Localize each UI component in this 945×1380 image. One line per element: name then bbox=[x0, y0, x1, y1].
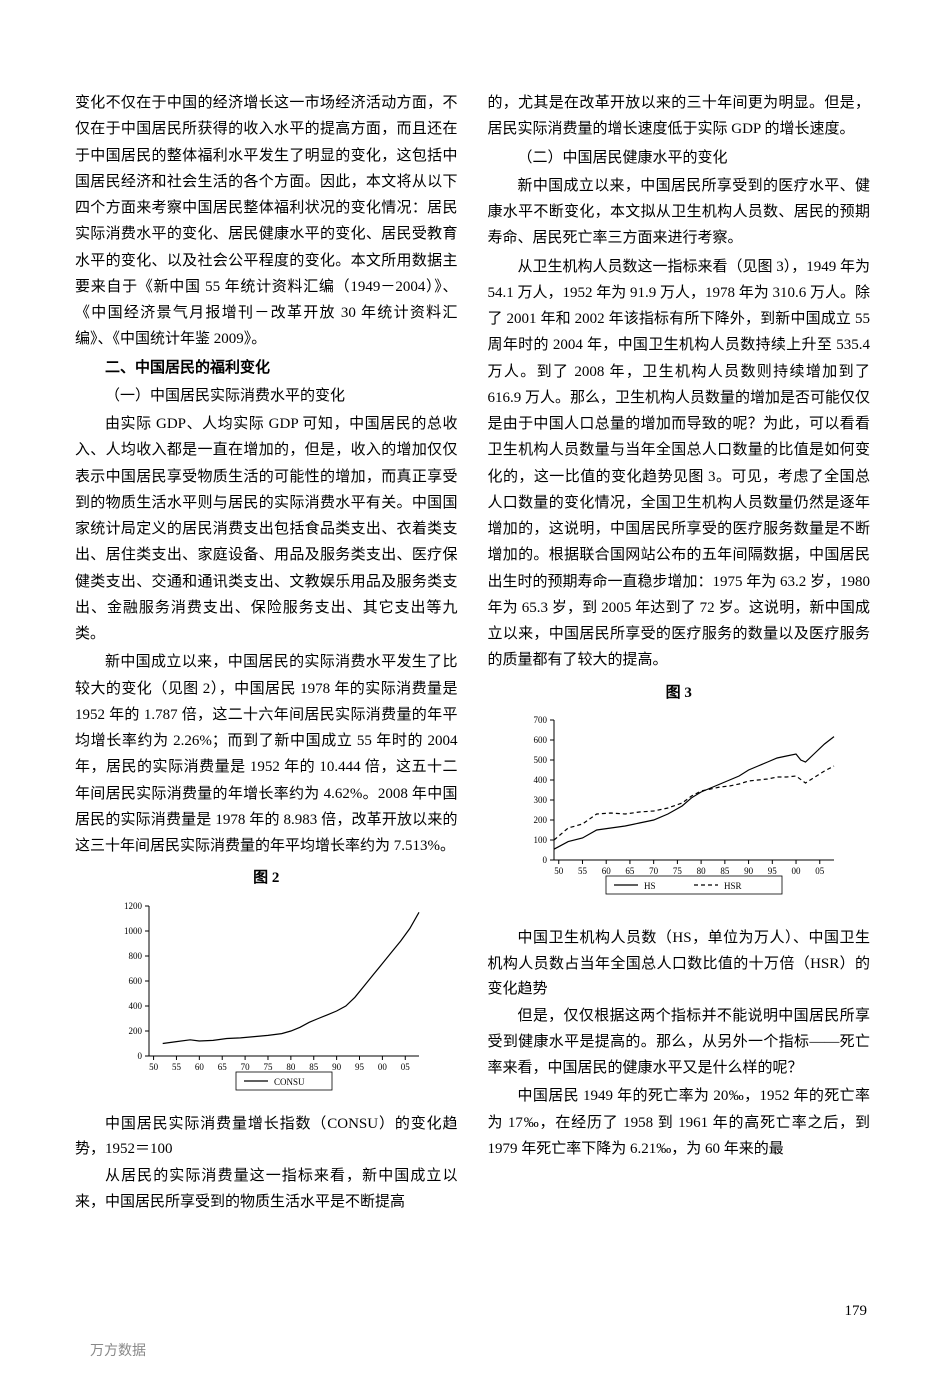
para: 从卫生机构人员数这一指标来看（见图 3），1949 年为 54.1 万人，195… bbox=[488, 254, 871, 674]
svg-text:05: 05 bbox=[401, 1062, 411, 1072]
svg-text:HSR: HSR bbox=[724, 881, 742, 891]
figure-label: 图 2 bbox=[75, 867, 458, 890]
subsection-heading: （二）中国居民健康水平的变化 bbox=[488, 145, 871, 171]
svg-text:85: 85 bbox=[309, 1062, 319, 1072]
svg-text:65: 65 bbox=[218, 1062, 228, 1072]
svg-text:70: 70 bbox=[649, 866, 659, 876]
svg-text:700: 700 bbox=[533, 715, 547, 725]
svg-text:70: 70 bbox=[241, 1062, 251, 1072]
svg-text:55: 55 bbox=[172, 1062, 182, 1072]
para: 新中国成立以来，中国居民的实际消费水平发生了比较大的变化（见图 2），中国居民 … bbox=[75, 649, 458, 859]
svg-text:60: 60 bbox=[601, 866, 611, 876]
svg-text:90: 90 bbox=[332, 1062, 342, 1072]
svg-text:200: 200 bbox=[533, 815, 547, 825]
svg-text:600: 600 bbox=[533, 735, 547, 745]
para: 从居民的实际消费量这一指标来看，新中国成立以来，中国居民所享受到的物质生活水平是… bbox=[75, 1163, 458, 1216]
svg-text:400: 400 bbox=[129, 1001, 143, 1011]
svg-text:800: 800 bbox=[129, 951, 143, 961]
svg-text:55: 55 bbox=[578, 866, 588, 876]
svg-text:80: 80 bbox=[696, 866, 706, 876]
svg-text:300: 300 bbox=[533, 795, 547, 805]
svg-text:00: 00 bbox=[378, 1062, 388, 1072]
para: 但是，仅仅根据这两个指标并不能说明中国居民所享受到健康水平是提高的。那么，从另外… bbox=[488, 1003, 871, 1082]
svg-text:75: 75 bbox=[264, 1062, 274, 1072]
figure-caption: 中国卫生机构人员数（HS，单位为万人）、中国卫生机构人员数占当年全国总人口数比值… bbox=[488, 926, 871, 1003]
para: 变化不仅在于中国的经济增长这一市场经济活动方面，不仅在于中国居民所获得的收入水平… bbox=[75, 90, 458, 353]
page-number: 179 bbox=[845, 1303, 868, 1320]
svg-text:600: 600 bbox=[129, 976, 143, 986]
svg-text:75: 75 bbox=[673, 866, 683, 876]
svg-text:95: 95 bbox=[355, 1062, 365, 1072]
footer-watermark: 万方数据 bbox=[90, 1340, 146, 1360]
figure-caption: 中国居民实际消费量增长指数（CONSU）的变化趋势，1952＝100 bbox=[75, 1112, 458, 1163]
svg-text:400: 400 bbox=[533, 775, 547, 785]
svg-text:50: 50 bbox=[554, 866, 564, 876]
figure-2-chart: 0 200 400 600 800 1000 1200 50 55 60 65 70 75 80 85 90 9… bbox=[101, 894, 431, 1104]
para: 的，尤其是在改革开放以来的三十年间更为明显。但是，居民实际消费量的增长速度低于实… bbox=[488, 90, 871, 143]
svg-text:60: 60 bbox=[195, 1062, 205, 1072]
svg-text:1000: 1000 bbox=[124, 926, 143, 936]
svg-text:80: 80 bbox=[287, 1062, 297, 1072]
svg-text:50: 50 bbox=[149, 1062, 159, 1072]
svg-text:200: 200 bbox=[129, 1026, 143, 1036]
figure-label: 图 3 bbox=[488, 682, 871, 705]
svg-text:0: 0 bbox=[542, 855, 547, 865]
svg-text:85: 85 bbox=[720, 866, 730, 876]
para: 由实际 GDP、人均实际 GDP 可知，中国居民的总收入、人均收入都是一直在增加… bbox=[75, 411, 458, 647]
para: 中国居民 1949 年的死亡率为 20‰，1952 年的死亡率为 17‰，在经历… bbox=[488, 1083, 871, 1162]
svg-text:90: 90 bbox=[744, 866, 754, 876]
svg-text:1200: 1200 bbox=[124, 901, 143, 911]
figure-3-chart: 0 100 200 300 400 500 600 700 50 55 60 65 70 75 80 85 90… bbox=[514, 708, 844, 918]
svg-text:100: 100 bbox=[533, 835, 547, 845]
subsection-heading: （一）中国居民实际消费水平的变化 bbox=[75, 383, 458, 409]
svg-text:65: 65 bbox=[625, 866, 635, 876]
svg-text:CONSU: CONSU bbox=[274, 1077, 305, 1087]
para: 新中国成立以来，中国居民所享受到的医疗水平、健康水平不断变化，本文拟从卫生机构人… bbox=[488, 173, 871, 252]
svg-text:05: 05 bbox=[815, 866, 825, 876]
svg-text:00: 00 bbox=[791, 866, 801, 876]
svg-text:HS: HS bbox=[644, 881, 656, 891]
svg-text:0: 0 bbox=[138, 1051, 143, 1061]
svg-text:500: 500 bbox=[533, 755, 547, 765]
page-columns: 变化不仅在于中国的经济增长这一市场经济活动方面，不仅在于中国居民所获得的收入水平… bbox=[75, 90, 870, 1265]
right-column: 的，尤其是在改革开放以来的三十年间更为明显。但是，居民实际消费量的增长速度低于实… bbox=[488, 90, 871, 1265]
svg-text:95: 95 bbox=[768, 866, 778, 876]
left-column: 变化不仅在于中国的经济增长这一市场经济活动方面，不仅在于中国居民所获得的收入水平… bbox=[75, 90, 458, 1265]
section-heading: 二、中国居民的福利变化 bbox=[75, 355, 458, 381]
